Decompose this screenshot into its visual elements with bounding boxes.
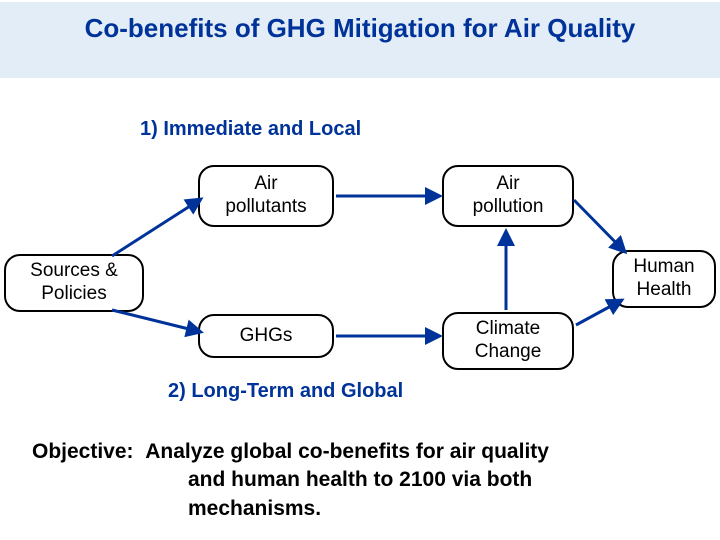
subtitle-longterm-global: 2) Long-Term and Global: [168, 380, 403, 403]
node-ghgs: GHGs: [198, 314, 334, 358]
subtitle1-text: 1) Immediate and Local: [140, 118, 361, 140]
node-airpollutants-line1: Air: [200, 173, 332, 196]
node-air-pollutants: Air pollutants: [198, 165, 334, 227]
objective-line1: Analyze global co-benefits for air quali…: [145, 440, 549, 463]
title-text: Co-benefits of GHG Mitigation for Air Qu…: [85, 13, 636, 43]
node-climate-line2: Change: [444, 341, 572, 364]
node-climate-change: Climate Change: [442, 312, 574, 370]
node-airpollutants-line2: pollutants: [200, 196, 332, 219]
objective-row1: Objective: Analyze global co-benefits fo…: [32, 438, 549, 466]
objective-line3: mechanisms.: [32, 495, 549, 523]
objective-label: Objective:: [32, 440, 134, 463]
node-ghgs-line1: GHGs: [200, 325, 332, 348]
node-sources-policies: Sources & Policies: [4, 254, 144, 312]
node-human-health: Human Health: [612, 250, 716, 308]
node-air-pollution: Air pollution: [442, 165, 574, 227]
subtitle-immediate-local: 1) Immediate and Local: [140, 118, 361, 141]
node-health-line1: Human: [614, 256, 714, 279]
subtitle2-text: 2) Long-Term and Global: [168, 380, 403, 402]
title-bar: Co-benefits of GHG Mitigation for Air Qu…: [0, 2, 720, 78]
node-sources-line1: Sources &: [6, 260, 142, 283]
node-airpollution-line2: pollution: [444, 196, 572, 219]
objective-line2: and human health to 2100 via both: [32, 466, 549, 494]
slide: Co-benefits of GHG Mitigation for Air Qu…: [0, 0, 720, 540]
node-airpollution-line1: Air: [444, 173, 572, 196]
node-climate-line1: Climate: [444, 318, 572, 341]
node-health-line2: Health: [614, 279, 714, 302]
node-sources-line2: Policies: [6, 283, 142, 306]
objective-block: Objective: Analyze global co-benefits fo…: [32, 438, 549, 523]
